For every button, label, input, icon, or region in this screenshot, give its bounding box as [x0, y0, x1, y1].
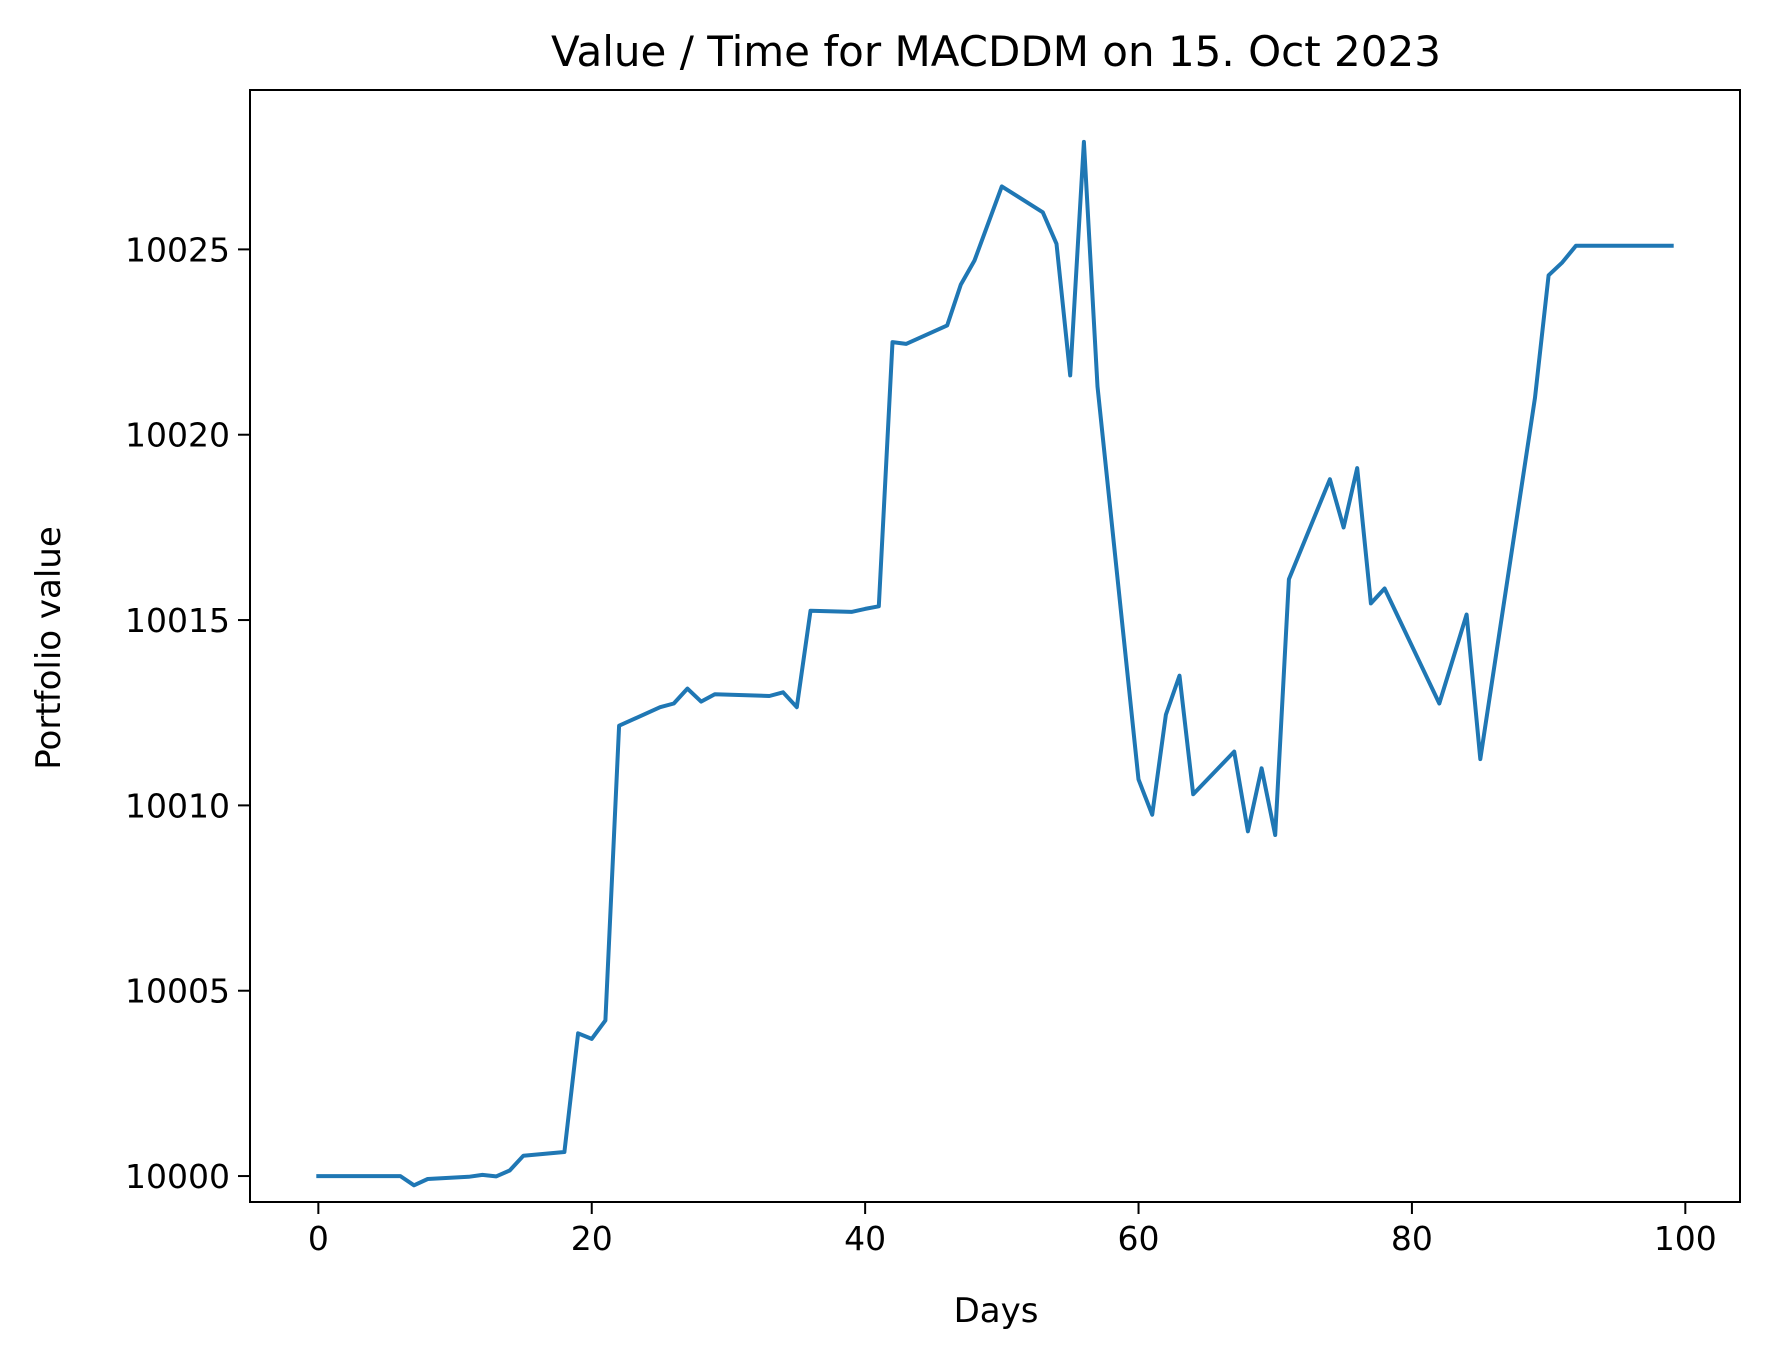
plot-area	[249, 89, 1741, 1203]
plot-frame	[249, 89, 1741, 1203]
y-axis-label: Portfolio value	[29, 526, 69, 770]
y-tick-label: 10000	[125, 1157, 230, 1196]
chart-title: Value / Time for MACDDM on 15. Oct 2023	[551, 27, 1441, 76]
series-line-0	[316, 139, 1674, 1188]
x-tick-label: 100	[1654, 1219, 1717, 1258]
y-tick-label: 10010	[125, 786, 230, 825]
y-tick-label: 10005	[125, 972, 230, 1011]
y-axis-ticks: 10000 10005 10010 10015 10020 10025	[125, 230, 250, 1196]
x-axis-ticks: 0 20 40 60 80 100	[308, 1202, 1717, 1258]
x-tick-label: 0	[308, 1219, 329, 1258]
x-tick-label: 20	[571, 1219, 613, 1258]
x-tick-label: 80	[1391, 1219, 1433, 1258]
x-axis-label: Days	[954, 1291, 1039, 1331]
x-tick-label: 40	[844, 1219, 886, 1258]
x-tick-label: 60	[1118, 1219, 1160, 1258]
y-tick-label: 10015	[125, 601, 230, 640]
y-tick-label: 10025	[125, 230, 230, 269]
y-tick-label: 10020	[125, 416, 230, 455]
